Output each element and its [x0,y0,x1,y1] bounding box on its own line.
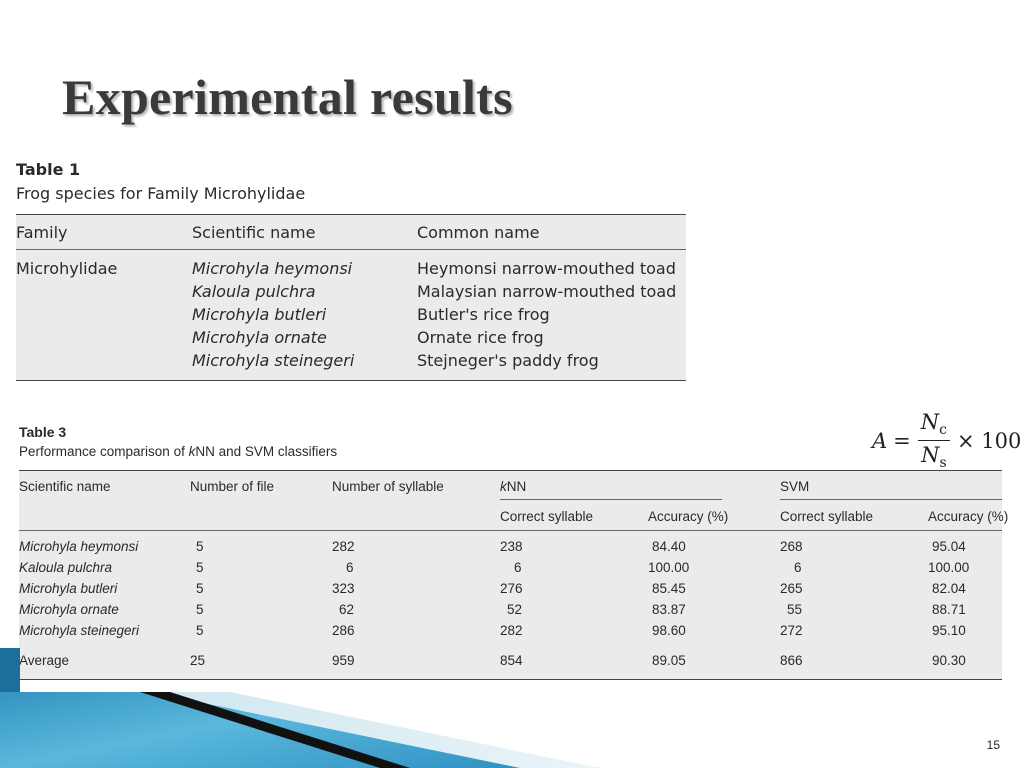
table-3-knn-accuracy-cell: 85.45 [652,581,686,596]
table-1-scientific-cell: Kaloula pulchra [192,282,316,301]
table-3-header-svm: SVM [780,479,810,494]
table-3-syllables-cell: 62 [339,602,355,617]
table-3-svm-accuracy-cell: 82.04 [932,581,966,596]
formula-denominator: N [921,443,940,468]
table-3-average-svm-accuracy: 90.30 [932,653,966,668]
table-3-svm-correct-cell: 55 [787,602,803,617]
table-1-rows: Microhylidae Microhyla heymonsi Kaloula … [16,250,686,380]
formula-denominator-subscript: s [939,455,947,472]
table-3-svm-accuracy-cell: 100.00 [928,560,970,575]
table-3-knn-accuracy-cell: 83.87 [652,602,686,617]
table-3-header-svm-correct: Correct syllable [780,509,874,524]
knn-group-underline [500,499,722,500]
table-3-files-cell: 5 [196,560,204,575]
table-3-knn-correct-cell: 238 [500,539,523,554]
table-3-svm-correct-cell: 272 [780,623,803,638]
formula-equals: = [893,428,911,453]
table-1-common-cell: Ornate rice frog [417,328,544,347]
table-3-knn-correct-cell: 52 [507,602,523,617]
table-3-knn-accuracy-cell: 98.60 [652,623,686,638]
table-3-average-files: 25 [190,653,206,668]
table-3-svm-correct-cell: 6 [794,560,802,575]
table-3-syllables-cell: 282 [332,539,355,554]
table-3-average-syllables: 959 [332,653,355,668]
table-1-common-cell: Malaysian narrow-mouthed toad [417,282,677,301]
table-3-name-cell: Kaloula pulchra [19,560,113,575]
table-3-syllables-cell: 286 [332,623,355,638]
table-3-average-knn-accuracy: 89.05 [652,653,686,668]
table-3-average-label: Average [19,653,70,668]
table-3-files-cell: 5 [196,623,204,638]
table-3-files-cell: 5 [196,581,204,596]
table-3-knn-correct-cell: 6 [514,560,522,575]
table-1: Table 1 Frog species for Family Microhyl… [16,158,686,381]
table-3-name-cell: Microhyla steinegeri [19,623,140,638]
table-3-average-svm-correct: 866 [780,653,803,668]
svm-group-underline [780,499,1002,500]
page-number: 15 [986,738,1000,752]
table-1-caption: Frog species for Family Microhylidae [16,184,306,203]
table-3-header-rule [19,530,1002,531]
table-3-knn-accuracy-cell: 84.40 [652,539,686,554]
table-3-name-cell: Microhyla ornate [19,602,119,617]
table-3-number: Table 3 [19,424,67,440]
table-3-svm-correct-cell: 265 [780,581,803,596]
formula-numerator-subscript: c [939,422,947,439]
table-3-header-scientific: Scientific name [19,479,111,494]
table-3-syllables-cell: 323 [332,581,355,596]
table-3-knn-correct-cell: 282 [500,623,523,638]
table-1-header-row: Family Scientific name Common name [16,215,686,250]
table-1-scientific-cell: Microhyla heymonsi [192,259,353,278]
table-1-number: Table 1 [16,160,81,179]
table-3-knn-correct-cell: 276 [500,581,523,596]
table-1-common-cell: Heymonsi narrow-mouthed toad [417,259,676,278]
formula-times: × 100 [957,428,1022,453]
table-3-knn-accuracy-cell: 100.00 [648,560,690,575]
table-1-header-common: Common name [417,222,540,242]
table-3-body: Scientific name Number of file Number of… [19,470,1008,680]
table-1-scientific-cell: Microhyla ornate [192,328,327,347]
table-3-syllables-cell: 6 [346,560,354,575]
table-3-header-knn-accuracy: Accuracy (%) [648,509,729,524]
table-3-name-cell: Microhyla heymonsi [19,539,139,554]
table-3-svm-accuracy-cell: 88.71 [932,602,966,617]
table-1-scientific-cell: Microhyla butleri [192,305,327,324]
table-3-svm-accuracy-cell: 95.04 [932,539,966,554]
table-3-header-files: Number of file [190,479,275,494]
table-1-common-cell: Stejneger's paddy frog [417,351,599,370]
table-3-average-knn-correct: 854 [500,653,523,668]
table-3-caption: Performance comparison of kNN and SVM cl… [19,444,338,459]
table-3-header-knn-correct: Correct syllable [500,509,594,524]
table-1-header-scientific: Scientific name [192,222,316,242]
table-3-files-cell: 5 [196,539,204,554]
formula-lhs: A [872,428,888,453]
table-3-header-knn: kNN [500,479,527,494]
table-1-common-cell: Butler's rice frog [417,305,550,324]
formula-numerator: N [920,410,940,434]
table-3-svm-correct-cell: 268 [780,539,803,554]
table-3-name-cell: Microhyla butleri [19,581,118,596]
table-3-header-svm-accuracy: Accuracy (%) [928,509,1009,524]
decorative-band [0,648,600,768]
formula-fraction: Nc Ns [917,410,950,472]
slide-title: Experimental results [62,69,513,125]
table-3-svm-accuracy-cell: 95.10 [932,623,966,638]
table-1-body: Family Scientific name Common name Micro… [16,214,686,381]
table-1-scientific-cell: Microhyla steinegeri [192,351,355,370]
table-1-family-cell: Microhylidae [16,259,118,278]
table-3-files-cell: 5 [196,602,204,617]
accuracy-formula: A = Nc Ns × 100 [872,410,1021,471]
table-3: Table 3 Performance comparison of kNN an… [19,422,1008,680]
table-3-header-syllables: Number of syllable [332,479,444,494]
table-1-header-family: Family [16,222,68,242]
